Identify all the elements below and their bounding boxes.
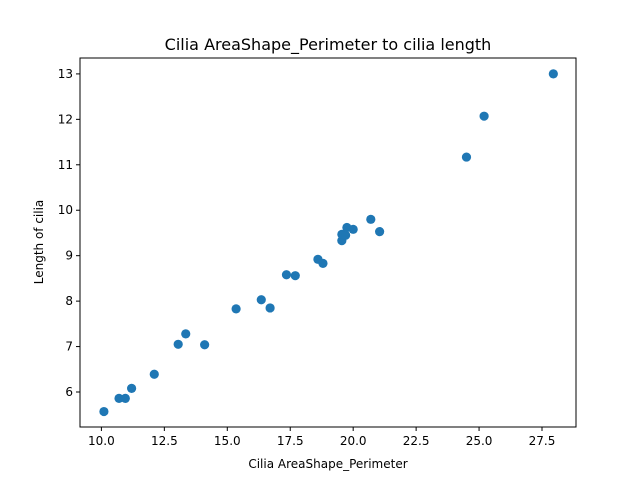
x-tick-label: 10.0 (88, 434, 115, 448)
x-tick-label: 22.5 (403, 434, 430, 448)
data-point (479, 111, 489, 121)
data-point (265, 303, 275, 313)
x-tick-label: 27.5 (529, 434, 556, 448)
x-axis-ticks: 10.0 12.5 15.0 17.5 20.0 22.5 25.0 27.5 (88, 427, 555, 448)
y-tick-label: 6 (65, 385, 73, 399)
x-tick-label: 17.5 (277, 434, 304, 448)
data-point (99, 406, 109, 417)
data-point (348, 224, 358, 234)
x-axis-label: Cilia AreaShape_Perimeter (248, 457, 407, 471)
data-point (318, 258, 328, 269)
data-point (281, 270, 292, 280)
data-point (341, 230, 351, 240)
data-point (290, 271, 300, 281)
y-axis-ticks: 6 7 8 9 10 11 12 13 (58, 67, 80, 399)
y-tick-label: 9 (65, 249, 73, 263)
data-point (114, 393, 124, 403)
data-points (99, 69, 558, 417)
y-tick-label: 13 (58, 67, 73, 81)
data-point (120, 393, 130, 403)
data-point (366, 214, 376, 224)
data-point (173, 339, 183, 349)
x-tick-label: 15.0 (214, 434, 241, 448)
x-tick-label: 12.5 (151, 434, 178, 448)
data-point (127, 383, 137, 393)
x-tick-label: 20.0 (340, 434, 367, 448)
y-tick-label: 11 (58, 158, 73, 172)
data-point (548, 69, 558, 79)
y-tick-label: 7 (65, 340, 73, 354)
x-tick-label: 25.0 (466, 434, 493, 448)
data-point (181, 329, 191, 339)
data-point (231, 304, 241, 314)
data-point (149, 369, 159, 379)
data-point (461, 152, 472, 162)
chart-title: Cilia AreaShape_Perimeter to cilia lengt… (165, 35, 492, 55)
data-point (375, 226, 385, 237)
y-tick-label: 12 (58, 112, 73, 126)
data-point (256, 295, 266, 305)
plot-frame (79, 57, 577, 428)
y-tick-label: 8 (65, 294, 73, 308)
y-tick-label: 10 (58, 203, 73, 217)
y-axis-label: Length of cilia (32, 200, 46, 285)
data-point (200, 340, 210, 350)
